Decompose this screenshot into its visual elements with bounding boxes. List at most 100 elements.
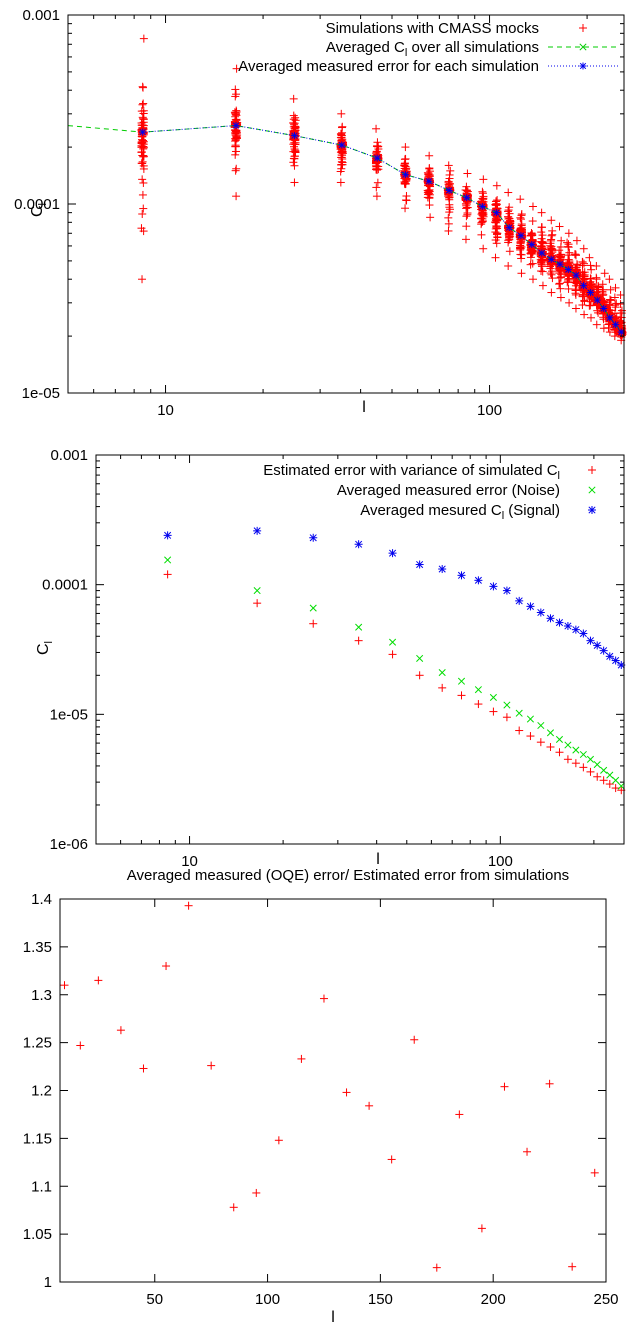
series-3-point bbox=[555, 618, 564, 627]
sim-point bbox=[572, 236, 581, 245]
sim-point bbox=[491, 253, 500, 262]
sim-point bbox=[537, 208, 546, 217]
sim-point bbox=[291, 146, 300, 155]
sim-point bbox=[425, 194, 434, 203]
sim-point bbox=[547, 216, 556, 225]
sim-point bbox=[556, 284, 565, 293]
sim-point bbox=[616, 291, 625, 300]
ratio-point bbox=[410, 1035, 419, 1044]
sim-point bbox=[563, 258, 572, 267]
y-tick-label: 1.1 bbox=[31, 1178, 52, 1195]
sim-point bbox=[586, 261, 595, 270]
sim-point bbox=[289, 94, 298, 103]
ratio-point bbox=[590, 1168, 599, 1177]
panel-2-legend-label-1: Estimated error with variance of simulat… bbox=[263, 462, 560, 482]
avg-error-point bbox=[139, 128, 147, 136]
sim-point bbox=[492, 239, 501, 248]
panel-1-y-axis-label: Cl bbox=[29, 203, 49, 217]
sim-point bbox=[616, 300, 625, 309]
sim-point bbox=[554, 274, 563, 283]
sim-point bbox=[289, 115, 298, 124]
sim-point bbox=[138, 190, 147, 199]
sim-point bbox=[138, 138, 147, 147]
series-2-point bbox=[164, 556, 172, 564]
sim-point bbox=[578, 301, 587, 310]
sim-point bbox=[517, 269, 526, 278]
panel-2-marks bbox=[163, 526, 626, 795]
sim-point bbox=[612, 299, 621, 308]
series-1-point bbox=[593, 772, 602, 781]
sim-point bbox=[138, 159, 147, 168]
sim-point bbox=[290, 178, 299, 187]
sim-point bbox=[565, 248, 574, 257]
sim-point bbox=[564, 284, 573, 293]
avg-error-point bbox=[572, 271, 580, 279]
sim-point bbox=[290, 124, 299, 133]
x-tick-label: 250 bbox=[593, 1291, 618, 1308]
sim-point bbox=[516, 241, 525, 250]
sim-point bbox=[528, 217, 537, 226]
panel-2-legend-label-2: Averaged measured error (Noise) bbox=[337, 482, 560, 499]
series-1-point bbox=[611, 784, 620, 793]
sim-point bbox=[546, 269, 555, 278]
sim-point bbox=[139, 152, 148, 161]
sim-point bbox=[611, 301, 620, 310]
series-2-point bbox=[503, 701, 511, 709]
series-1-point bbox=[502, 713, 511, 722]
sim-point bbox=[233, 134, 242, 143]
sim-point bbox=[462, 212, 471, 221]
ratio-point bbox=[76, 1041, 85, 1050]
sim-point bbox=[462, 222, 471, 231]
panel-2-x-axis-label: l bbox=[376, 851, 380, 868]
sim-point bbox=[478, 187, 487, 196]
series-2-point bbox=[526, 715, 535, 723]
series-3-point bbox=[163, 531, 172, 540]
x-tick-label: 100 bbox=[255, 1291, 280, 1308]
sim-point bbox=[139, 164, 148, 173]
ratio-point bbox=[365, 1101, 374, 1110]
avg-error-point bbox=[528, 241, 536, 249]
sim-point bbox=[604, 323, 613, 332]
ratio-point bbox=[60, 981, 69, 990]
series-2-point bbox=[606, 771, 614, 779]
series-2-point bbox=[546, 729, 555, 737]
series-1-point bbox=[579, 763, 588, 772]
sim-point bbox=[231, 131, 240, 140]
avg-error-point bbox=[547, 255, 555, 263]
avg-error-point bbox=[600, 304, 608, 312]
sim-point bbox=[477, 197, 486, 206]
panel-2-error-comparison: 10 100 1e-06 1e-05 0.0001 0.001 l Cl Estimate… bbox=[35, 447, 626, 870]
sim-point bbox=[491, 228, 500, 237]
series-3-point bbox=[515, 596, 524, 605]
y-tick-label: 0.0001 bbox=[42, 577, 88, 594]
series-1-point bbox=[605, 780, 614, 789]
panel-3-x-axis-label: l bbox=[331, 1309, 335, 1326]
sim-point bbox=[491, 200, 500, 209]
series-1-point bbox=[354, 636, 363, 645]
sim-point bbox=[555, 246, 564, 255]
y-tick-label: 1e-06 bbox=[50, 836, 88, 853]
sim-point bbox=[479, 212, 488, 221]
sim-point bbox=[139, 144, 148, 153]
sim-point bbox=[578, 268, 587, 277]
avg-error-line bbox=[142, 125, 622, 333]
sim-point bbox=[374, 162, 383, 171]
legend-key-estimated bbox=[588, 466, 596, 474]
sim-point bbox=[537, 267, 546, 276]
ratio-point bbox=[139, 1064, 148, 1073]
series-1-point bbox=[388, 650, 397, 659]
sim-point bbox=[585, 284, 594, 293]
sim-point bbox=[571, 304, 580, 313]
sim-point bbox=[505, 247, 514, 256]
series-2-point bbox=[489, 693, 497, 701]
sim-point bbox=[289, 147, 298, 156]
sim-point bbox=[563, 238, 572, 247]
sim-point bbox=[290, 161, 299, 170]
sim-point bbox=[555, 222, 564, 231]
series-3-point bbox=[489, 582, 498, 591]
panel-3-ticks: 50 100 150 200 250 1 1.05 1.1 1.15 1.2 1.25 1.3 1.35… bbox=[23, 891, 619, 1308]
sim-point bbox=[492, 181, 501, 190]
sim-point bbox=[528, 259, 537, 268]
sim-point bbox=[338, 160, 347, 169]
sim-point bbox=[445, 170, 454, 179]
